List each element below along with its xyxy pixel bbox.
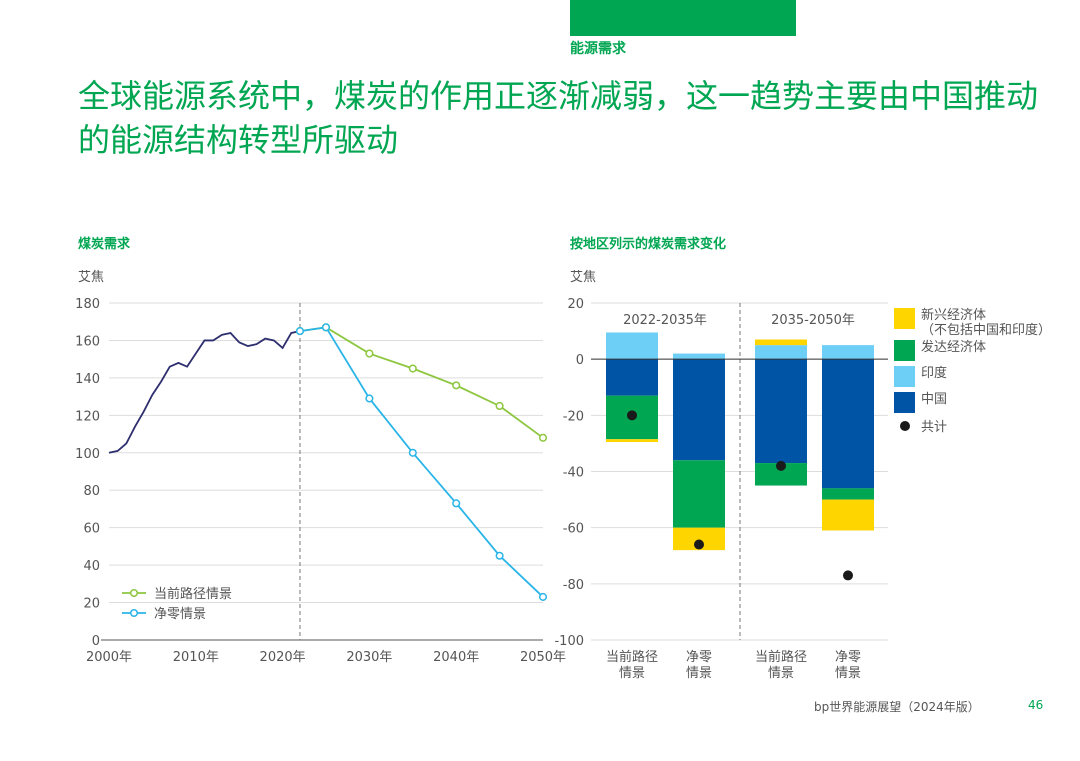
current_trajectory-marker (495, 401, 504, 411)
current_trajectory-marker (538, 433, 548, 442)
left-chart-title: 煤炭需求 (78, 237, 131, 252)
legend-label-total: 共计 (921, 420, 947, 435)
legend-swatch-emerging (894, 308, 915, 329)
y-tick-label: 20 (83, 597, 100, 612)
total-marker (694, 539, 704, 550)
legend-label-emerging: 新兴经济体 (921, 307, 986, 323)
y-tick-label: 0 (576, 353, 584, 368)
section-label: 能源需求 (570, 41, 626, 57)
y-tick-label: 180 (75, 297, 100, 312)
category-label: 情景 (768, 666, 794, 681)
period-label: 2035-2050年 (771, 313, 855, 328)
current_trajectory-marker (408, 364, 417, 373)
bar-segment-developed (673, 460, 725, 528)
bar-segment-emerging (822, 499, 874, 531)
bar-segment-china (822, 359, 874, 489)
x-tick-label: 2030年 (346, 650, 392, 665)
y-tick-label: 160 (75, 334, 100, 349)
y-tick-label: 60 (83, 522, 100, 537)
legend-marker-total (900, 421, 910, 431)
right-chart-unit: 艾焦 (570, 270, 597, 285)
y-tick-label: -60 (563, 522, 584, 537)
category-label: 情景 (686, 666, 712, 681)
total-marker (843, 570, 853, 581)
net_zero-marker (452, 499, 461, 508)
legend-label-emerging: （不包括中国和印度） (921, 322, 1051, 338)
bar-segment-developed (755, 463, 807, 486)
bar-segment-emerging (755, 339, 807, 346)
net_zero-marker (538, 592, 548, 601)
legend-marker-current_trajectory (129, 588, 139, 598)
current_trajectory-marker (365, 349, 374, 358)
category-label: 情景 (619, 666, 645, 681)
bar-segment-india (606, 332, 658, 360)
x-tick-label: 2040年 (433, 650, 479, 665)
net_zero-marker (295, 327, 305, 336)
net_zero-marker (495, 551, 504, 560)
bar-segment-india (822, 345, 874, 360)
y-tick-label: -20 (563, 409, 584, 424)
period-label: 2022-2035年 (623, 313, 707, 328)
legend-label-current_trajectory: 当前路径情景 (154, 586, 232, 602)
category-label: 净零 (686, 650, 712, 665)
y-tick-label: -40 (563, 466, 584, 481)
category-label: 当前路径 (606, 649, 658, 665)
x-tick-label: 2000年 (86, 650, 132, 665)
left-chart-unit: 艾焦 (78, 270, 105, 285)
footer-text: bp世界能源展望（2024年版） (814, 700, 980, 714)
page-number: 46 (1028, 698, 1044, 712)
bar-segment-india (755, 345, 807, 360)
legend-label-china: 中国 (921, 392, 947, 407)
bar-segment-china (673, 359, 725, 461)
legend-label-net_zero: 净零情景 (154, 607, 206, 622)
y-tick-label: 120 (75, 409, 100, 424)
section-bar (570, 0, 796, 36)
legend-marker-net_zero (129, 608, 139, 618)
legend-label-india: 印度 (921, 365, 947, 381)
x-tick-label: 2020年 (260, 650, 306, 665)
category-label: 当前路径 (755, 649, 807, 665)
bar-segment-china (755, 359, 807, 464)
category-label: 情景 (835, 666, 861, 681)
bar-segment-developed (822, 488, 874, 500)
total-marker (627, 410, 637, 421)
y-tick-label: 100 (75, 447, 100, 462)
right-chart-title: 按地区列示的煤炭需求变化 (570, 237, 727, 252)
legend-label-developed: 发达经济体 (921, 339, 986, 355)
bar-segment-india (673, 353, 725, 360)
y-tick-label: 20 (567, 297, 584, 312)
x-tick-label: 2010年 (173, 650, 219, 665)
current_trajectory-marker (452, 381, 461, 390)
y-tick-label: 80 (83, 484, 100, 499)
history-line (108, 330, 301, 454)
legend-swatch-china (894, 392, 915, 413)
bar-segment-emerging (673, 527, 725, 551)
legend-swatch-india (894, 366, 915, 387)
y-tick-label: 40 (83, 559, 100, 574)
total-marker (776, 460, 786, 471)
x-tick-label: 2050年 (520, 650, 566, 665)
y-tick-label: 140 (75, 372, 100, 387)
net_zero-marker (321, 323, 331, 332)
bar-segment-emerging (606, 439, 658, 443)
category-label: 净零 (835, 650, 861, 665)
page-title: 全球能源系统中，煤炭的作用正逐渐减弱，这一趋势主要由中国推动的能源结构转型所驱动 (78, 77, 1039, 159)
net_zero-marker (365, 394, 374, 403)
y-tick-label: 0 (92, 634, 100, 649)
y-tick-label: -80 (563, 578, 584, 593)
net_zero-marker (408, 448, 417, 457)
bar-segment-china (606, 359, 658, 396)
y-tick-label: -100 (554, 634, 584, 649)
legend-swatch-developed (894, 340, 915, 361)
